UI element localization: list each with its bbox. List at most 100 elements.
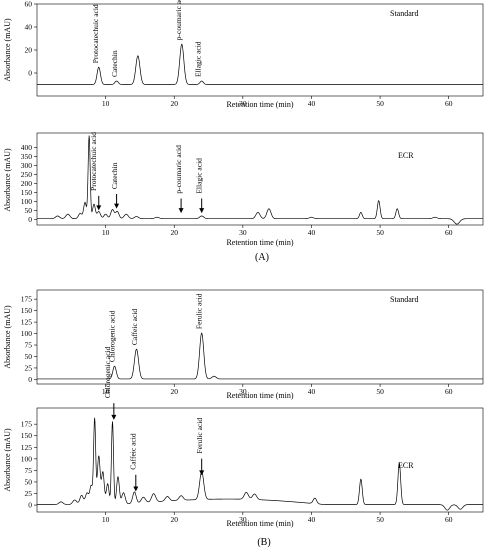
y-tick-label: 350: [21, 152, 33, 161]
chromatogram-trace: [37, 332, 483, 380]
peak-label: Ferulic acid: [195, 418, 204, 454]
y-tick-label: 60: [25, 0, 33, 9]
y-tick-label: 175: [21, 295, 33, 304]
plot-frame: [36, 407, 484, 513]
arrow-head: [133, 486, 139, 492]
arrow-head: [178, 208, 184, 214]
x-tick-label: 50: [376, 515, 384, 524]
sample-label: ECR: [398, 461, 414, 470]
x-axis-label: Retention time (min): [226, 238, 293, 247]
x-tick-label: 60: [445, 515, 453, 524]
x-tick-label: 30: [239, 228, 247, 237]
peak-label: Catechin: [110, 50, 119, 77]
peak-label: Ferulic acid: [194, 293, 203, 329]
y-tick-label: 25: [25, 489, 33, 498]
x-tick-label: 40: [308, 515, 316, 524]
peak-label: Chlorogenic acid: [103, 346, 112, 398]
peak-label: Caffeic acid: [130, 309, 139, 346]
peak-label: Ellagic acid: [194, 158, 203, 194]
sample-label: Standard: [390, 295, 418, 304]
x-axis-label: Retention time (min): [226, 519, 293, 528]
y-tick-label: 0: [28, 215, 32, 224]
chromatogram-panel: 0 20 40 60 10 20 30 40 50 60 Retention time (min) A…: [3, 0, 484, 109]
y-tick-label: 125: [21, 318, 33, 327]
chromatogram-trace: [37, 43, 483, 85]
plot-frame: [36, 289, 484, 385]
peak-label: Ellagic acid: [194, 41, 203, 77]
x-tick-label: 60: [445, 99, 453, 108]
sample-label: ECR: [398, 151, 414, 160]
arrow-head: [114, 203, 120, 209]
y-tick-label: 200: [21, 179, 33, 188]
chromatogram-trace: [37, 135, 483, 225]
peak-label: Catechin: [110, 162, 119, 189]
x-tick-label: 30: [239, 387, 247, 396]
y-tick-label: 0: [28, 375, 32, 384]
y-tick-label: 400: [21, 143, 33, 152]
y-axis-label: Absorbance (mAU): [3, 305, 12, 369]
y-tick-label: 50: [25, 477, 33, 486]
peak-label: Protocatechuic acid: [89, 132, 98, 191]
arrow-head: [96, 205, 102, 211]
x-tick-label: 10: [102, 228, 110, 237]
plot-frame: [36, 132, 484, 226]
y-tick-label: 50: [25, 352, 33, 361]
y-tick-label: 100: [21, 197, 33, 206]
x-tick-label: 10: [102, 515, 110, 524]
y-tick-label: 40: [25, 23, 33, 32]
y-tick-label: 50: [25, 206, 33, 215]
y-tick-label: 20: [25, 46, 33, 55]
peak-label: p-coumaric acid: [174, 0, 183, 40]
y-tick-label: 25: [25, 363, 33, 372]
x-tick-label: 20: [170, 515, 178, 524]
x-tick-label: 50: [376, 387, 384, 396]
x-tick-label: 30: [239, 99, 247, 108]
x-tick-label: 60: [445, 228, 453, 237]
chromatogram-panel: 0 25 50 75 100 125 150 175 10 20 30 40 50 60 Retention…: [3, 289, 484, 400]
x-tick-label: 60: [445, 387, 453, 396]
x-tick-label: 10: [102, 99, 110, 108]
y-tick-label: 75: [25, 466, 33, 475]
x-tick-label: 40: [308, 228, 316, 237]
y-tick-label: 100: [21, 329, 33, 338]
y-tick-label: 0: [28, 501, 32, 510]
y-tick-label: 100: [21, 454, 33, 463]
x-tick-label: 20: [170, 228, 178, 237]
x-tick-label: 20: [170, 387, 178, 396]
sample-label: Standard: [390, 9, 418, 18]
x-tick-label: 50: [376, 228, 384, 237]
y-tick-label: 300: [21, 161, 33, 170]
y-tick-label: 150: [21, 188, 33, 197]
peak-label: Protocatechuic acid: [91, 4, 100, 63]
arrow-head: [111, 414, 117, 420]
y-tick-label: 125: [21, 443, 33, 452]
peak-label: Chlorogenic acid: [107, 310, 116, 362]
x-tick-label: 50: [376, 99, 384, 108]
x-tick-label: 40: [308, 99, 316, 108]
x-tick-label: 30: [239, 515, 247, 524]
peak-label: Caffeic acid: [129, 433, 138, 470]
caption-a: (A): [255, 252, 269, 263]
x-tick-label: 40: [308, 387, 316, 396]
y-tick-label: 0: [28, 69, 32, 78]
y-tick-label: 250: [21, 170, 33, 179]
y-axis-label: Absorbance (mAU): [3, 18, 12, 82]
arrow-head: [199, 470, 205, 476]
y-tick-label: 150: [21, 306, 33, 315]
y-axis-label: Absorbance (mAU): [3, 148, 12, 212]
y-tick-label: 75: [25, 341, 33, 350]
y-axis-label: Absorbance (mAU): [3, 428, 12, 492]
x-tick-label: 20: [170, 99, 178, 108]
y-tick-label: 175: [21, 420, 33, 429]
x-axis-label: Retention time (min): [226, 100, 293, 109]
caption-b: (B): [257, 537, 270, 548]
arrow-head: [199, 208, 205, 214]
chromatogram-trace: [37, 417, 483, 511]
y-tick-label: 150: [21, 431, 33, 440]
peak-label: p-coumaric acid: [174, 145, 183, 194]
x-tick-label: 10: [102, 387, 110, 396]
x-axis-label: Retention time (min): [226, 391, 293, 400]
